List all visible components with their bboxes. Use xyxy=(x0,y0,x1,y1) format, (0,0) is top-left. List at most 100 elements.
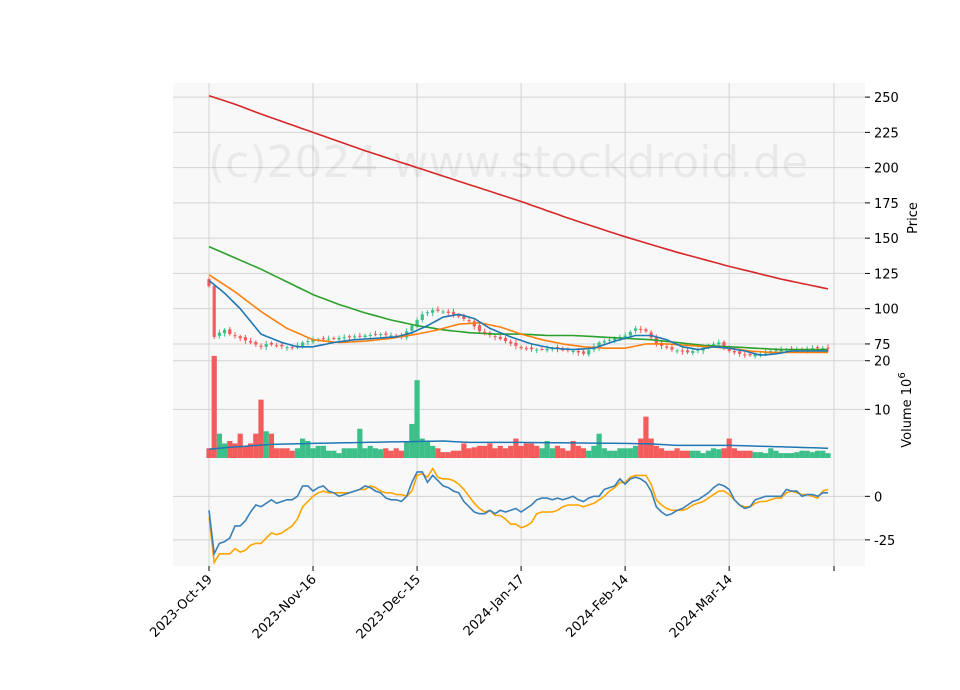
volume-bar xyxy=(539,448,545,458)
candle-body xyxy=(561,349,565,351)
volume-bar xyxy=(383,448,389,458)
volume-bar xyxy=(471,447,477,458)
volume-bar xyxy=(554,445,561,458)
volume-bar xyxy=(742,450,748,458)
volume-bar xyxy=(367,445,373,458)
candle-body xyxy=(249,340,253,343)
candle-body xyxy=(826,347,830,349)
volume-bar xyxy=(419,438,425,458)
volume-ma-line xyxy=(208,440,829,450)
volume-bar xyxy=(513,438,519,458)
x-tick-label: 2023-Nov-16 xyxy=(250,572,320,642)
volume-bar xyxy=(773,450,779,458)
volume-bar xyxy=(315,445,321,458)
volume-bar xyxy=(248,443,254,458)
candle-body xyxy=(451,311,456,315)
volume-bar xyxy=(658,448,665,458)
candle-body xyxy=(420,314,424,320)
candle-body xyxy=(535,349,539,351)
volume-bar xyxy=(664,450,670,458)
volume-bar xyxy=(497,445,503,458)
candle-body xyxy=(665,346,669,348)
price-axis-label: Price xyxy=(906,202,921,234)
signal-line xyxy=(208,466,829,565)
candle-body xyxy=(597,342,601,348)
x-tick-label: 2024-Mar-14 xyxy=(667,572,736,641)
candle-body xyxy=(207,279,211,287)
volume-bar xyxy=(736,450,743,458)
candle-body xyxy=(576,351,580,353)
candle-body xyxy=(259,345,263,347)
macd-line xyxy=(208,471,828,557)
candle-body xyxy=(503,337,508,342)
volume-bar xyxy=(596,433,602,458)
candle-body xyxy=(607,339,612,341)
volume-bar xyxy=(242,445,249,458)
volume-bar xyxy=(679,450,685,458)
candle-body xyxy=(327,338,331,340)
volume-bar xyxy=(544,440,550,458)
volume-bar xyxy=(653,445,659,458)
volume-bar xyxy=(799,450,805,458)
y-tick-label: 10 xyxy=(874,403,891,418)
volume-bar xyxy=(492,448,498,458)
ma-200-line xyxy=(208,94,829,290)
candle-body xyxy=(519,346,523,349)
volume-bar xyxy=(721,448,727,458)
watermark: (c)2024 www.stockdroid.de xyxy=(208,137,808,188)
candle-body xyxy=(639,328,643,330)
volume-bar xyxy=(612,450,618,458)
volume-bar xyxy=(705,450,711,458)
candle-body xyxy=(753,354,757,357)
candle-body xyxy=(342,337,346,339)
candle-body xyxy=(613,338,617,341)
volume-bar xyxy=(752,452,758,458)
volume-bar xyxy=(601,448,607,458)
y-tick-label: 75 xyxy=(874,338,891,353)
volume-bar xyxy=(528,443,535,458)
volume-bar xyxy=(820,450,826,458)
volume-bar xyxy=(762,453,769,458)
candle-body xyxy=(524,348,528,350)
volume-bar xyxy=(216,433,223,458)
candle-body xyxy=(493,336,497,338)
volume-bar xyxy=(726,438,732,458)
volume-bar xyxy=(648,438,654,458)
candle-body xyxy=(779,349,783,352)
candle-body xyxy=(644,329,648,332)
candle-body xyxy=(217,332,222,336)
y-tick-label: 150 xyxy=(874,232,899,247)
x-tick-label: 2024-Jan-17 xyxy=(461,572,528,639)
volume-bar xyxy=(794,452,800,458)
y-tick-label: 100 xyxy=(874,303,899,318)
candle-body xyxy=(670,347,674,350)
candle-body xyxy=(415,319,419,327)
candle-body xyxy=(810,348,814,350)
volume-bar xyxy=(294,448,301,458)
volume-bar xyxy=(237,433,243,458)
candle-body xyxy=(571,351,575,352)
volume-bar xyxy=(305,440,311,458)
volume-bar xyxy=(206,448,212,458)
candle-body xyxy=(389,335,393,337)
candle-body xyxy=(321,338,326,340)
candle-body xyxy=(368,335,372,337)
candle-body xyxy=(301,342,305,346)
candle-body xyxy=(821,348,825,350)
volume-bar xyxy=(435,448,441,458)
volume-bar xyxy=(586,450,592,458)
volume-bar xyxy=(508,445,514,458)
volume-panel xyxy=(173,351,865,458)
volume-bar xyxy=(424,440,431,458)
volume-bar xyxy=(232,443,238,458)
y-tick-label: 200 xyxy=(874,162,899,177)
volume-bar xyxy=(357,428,363,458)
candle-body xyxy=(758,353,762,355)
volume-bar xyxy=(788,453,795,458)
volume-bar xyxy=(731,448,737,458)
volume-bar xyxy=(326,450,332,458)
volume-bar xyxy=(341,448,347,458)
candle-body xyxy=(379,334,383,336)
volume-bar xyxy=(627,448,633,458)
x-tick-label: 2023-Dec-15 xyxy=(354,572,424,642)
